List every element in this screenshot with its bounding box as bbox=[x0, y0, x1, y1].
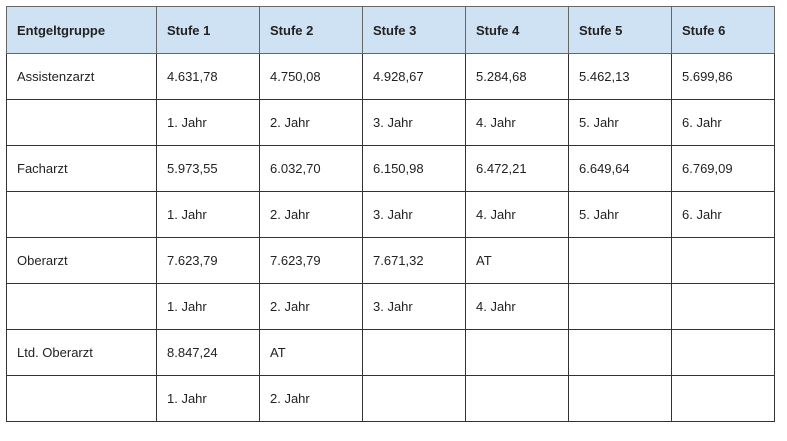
column-header-stufe-3: Stufe 3 bbox=[362, 6, 466, 54]
table-cell: 7.671,32 bbox=[362, 237, 466, 284]
group-cell: Ltd. Oberarzt bbox=[6, 329, 157, 376]
group-cell bbox=[6, 375, 157, 422]
column-header-entgeltgruppe: Entgeltgruppe bbox=[6, 6, 157, 54]
column-header-stufe-4: Stufe 4 bbox=[465, 6, 569, 54]
table-row-salary: Assistenzarzt 4.631,78 4.750,08 4.928,67 5.2… bbox=[6, 53, 775, 100]
table-cell bbox=[671, 283, 775, 330]
group-cell bbox=[6, 99, 157, 146]
table-cell: 6.472,21 bbox=[465, 145, 569, 192]
table-cell bbox=[362, 375, 466, 422]
table-cell: 5. Jahr bbox=[568, 99, 672, 146]
table-cell: 5.973,55 bbox=[156, 145, 260, 192]
table-cell: AT bbox=[465, 237, 569, 284]
salary-table: Entgeltgruppe Stufe 1 Stufe 2 Stufe 3 Stufe … bbox=[6, 6, 775, 422]
table-row-year: 1. Jahr 2. Jahr 3. Jahr 4. Jahr 5. Jahr 6. Ja… bbox=[6, 191, 775, 238]
table-row-year: 1. Jahr 2. Jahr 3. Jahr 4. Jahr 5. Jahr 6. Ja… bbox=[6, 99, 775, 146]
table-cell: 6.769,09 bbox=[671, 145, 775, 192]
table-cell bbox=[362, 329, 466, 376]
table-cell: 4. Jahr bbox=[465, 191, 569, 238]
table-row-salary: Oberarzt 7.623,79 7.623,79 7.671,32 AT bbox=[6, 237, 775, 284]
group-cell bbox=[6, 191, 157, 238]
table-cell: 5. Jahr bbox=[568, 191, 672, 238]
table-row-salary: Ltd. Oberarzt 8.847,24 AT bbox=[6, 329, 775, 376]
group-cell: Facharzt bbox=[6, 145, 157, 192]
column-header-stufe-2: Stufe 2 bbox=[259, 6, 363, 54]
table-cell bbox=[671, 237, 775, 284]
table-row-year: 1. Jahr 2. Jahr bbox=[6, 375, 775, 422]
group-cell: Assistenzarzt bbox=[6, 53, 157, 100]
group-cell bbox=[6, 283, 157, 330]
table-cell: 6.150,98 bbox=[362, 145, 466, 192]
group-cell: Oberarzt bbox=[6, 237, 157, 284]
table-cell: 5.699,86 bbox=[671, 53, 775, 100]
table-cell: 4.631,78 bbox=[156, 53, 260, 100]
table-row-salary: Facharzt 5.973,55 6.032,70 6.150,98 6.472,21… bbox=[6, 145, 775, 192]
column-header-stufe-1: Stufe 1 bbox=[156, 6, 260, 54]
table-cell: 6.649,64 bbox=[568, 145, 672, 192]
table-cell bbox=[465, 375, 569, 422]
table-cell bbox=[465, 329, 569, 376]
table-cell: 7.623,79 bbox=[156, 237, 260, 284]
table-cell: 2. Jahr bbox=[259, 191, 363, 238]
table-cell: 6. Jahr bbox=[671, 191, 775, 238]
table-cell: 8.847,24 bbox=[156, 329, 260, 376]
table-cell: 2. Jahr bbox=[259, 99, 363, 146]
table-cell: 6.032,70 bbox=[259, 145, 363, 192]
table-cell: 5.284,68 bbox=[465, 53, 569, 100]
table-cell bbox=[671, 329, 775, 376]
table-cell: 4. Jahr bbox=[465, 283, 569, 330]
table-cell bbox=[671, 375, 775, 422]
table-cell: 4.928,67 bbox=[362, 53, 466, 100]
table-header-row: Entgeltgruppe Stufe 1 Stufe 2 Stufe 3 Stufe … bbox=[6, 6, 775, 54]
table-cell: 3. Jahr bbox=[362, 283, 466, 330]
table-cell: 3. Jahr bbox=[362, 191, 466, 238]
table-cell bbox=[568, 283, 672, 330]
table-cell: 1. Jahr bbox=[156, 99, 260, 146]
table-row-year: 1. Jahr 2. Jahr 3. Jahr 4. Jahr bbox=[6, 283, 775, 330]
table-cell: 2. Jahr bbox=[259, 283, 363, 330]
table-cell: 1. Jahr bbox=[156, 283, 260, 330]
table-cell: 4.750,08 bbox=[259, 53, 363, 100]
table-cell: 2. Jahr bbox=[259, 375, 363, 422]
table-cell bbox=[568, 329, 672, 376]
table-cell: 7.623,79 bbox=[259, 237, 363, 284]
table-cell bbox=[568, 237, 672, 284]
table-cell: 3. Jahr bbox=[362, 99, 466, 146]
table-cell bbox=[568, 375, 672, 422]
table-cell: 1. Jahr bbox=[156, 375, 260, 422]
table-cell: 1. Jahr bbox=[156, 191, 260, 238]
table-cell: 4. Jahr bbox=[465, 99, 569, 146]
column-header-stufe-6: Stufe 6 bbox=[671, 6, 775, 54]
column-header-stufe-5: Stufe 5 bbox=[568, 6, 672, 54]
table-cell: AT bbox=[259, 329, 363, 376]
table-cell: 5.462,13 bbox=[568, 53, 672, 100]
table-cell: 6. Jahr bbox=[671, 99, 775, 146]
